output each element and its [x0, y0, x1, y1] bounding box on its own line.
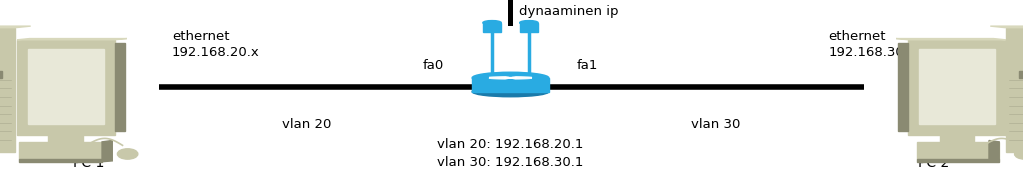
- Ellipse shape: [472, 87, 548, 97]
- Text: fa1: fa1: [577, 59, 598, 72]
- Ellipse shape: [483, 21, 501, 25]
- Bar: [483, 23, 501, 32]
- Text: dynaaminen ip: dynaaminen ip: [519, 5, 618, 18]
- Polygon shape: [102, 140, 113, 162]
- Bar: [0, 71, 2, 78]
- Bar: [520, 23, 538, 32]
- Ellipse shape: [1015, 149, 1023, 159]
- Ellipse shape: [472, 72, 548, 84]
- Bar: [1006, 28, 1023, 152]
- Bar: [28, 49, 104, 124]
- Bar: [473, 78, 548, 92]
- Text: ethernet
192.168.30.x: ethernet 192.168.30.x: [829, 30, 917, 60]
- Text: vlan 20: vlan 20: [282, 118, 331, 131]
- Bar: [917, 159, 999, 162]
- Text: ethernet
192.168.20.x: ethernet 192.168.20.x: [172, 30, 260, 60]
- Polygon shape: [0, 26, 31, 28]
- Polygon shape: [990, 26, 1023, 28]
- Polygon shape: [17, 39, 127, 40]
- Bar: [17, 40, 115, 135]
- Polygon shape: [489, 77, 509, 78]
- Bar: [917, 142, 999, 159]
- Bar: [115, 43, 125, 131]
- Text: vlan 20: 192.168.20.1
vlan 30: 192.168.30.1
R1: vlan 20: 192.168.20.1 vlan 30: 192.168.3…: [437, 138, 584, 173]
- Ellipse shape: [520, 21, 538, 25]
- Text: vlan 30: vlan 30: [692, 118, 741, 131]
- Polygon shape: [896, 39, 1006, 40]
- Polygon shape: [989, 140, 999, 162]
- Bar: [919, 49, 995, 124]
- Text: fa0: fa0: [422, 59, 444, 72]
- Ellipse shape: [118, 149, 138, 159]
- Bar: [1019, 71, 1023, 78]
- Bar: [939, 135, 974, 145]
- Bar: [19, 142, 102, 159]
- Bar: [19, 159, 102, 162]
- Polygon shape: [512, 77, 532, 78]
- Bar: [0, 28, 15, 152]
- Bar: [48, 135, 83, 145]
- Polygon shape: [512, 78, 532, 79]
- Polygon shape: [489, 78, 509, 79]
- Text: PC 1: PC 1: [74, 156, 104, 170]
- Bar: [898, 43, 908, 131]
- Bar: [908, 40, 1006, 135]
- Text: PC 2: PC 2: [919, 156, 949, 170]
